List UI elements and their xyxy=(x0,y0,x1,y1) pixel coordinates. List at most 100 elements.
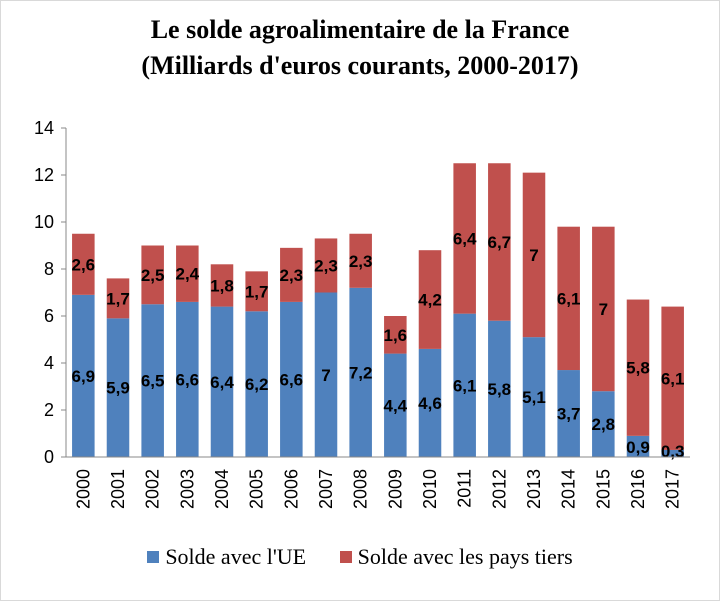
bars xyxy=(72,163,684,457)
data-label-pays-tiers: 2,3 xyxy=(349,252,373,271)
bar-pays-tiers-2001 xyxy=(106,278,130,319)
data-label-pays-tiers: 1,7 xyxy=(106,289,130,308)
data-label-pays-tiers: 2,4 xyxy=(176,265,200,284)
y-axis: 0 2 4 6 8 10 12 14 xyxy=(34,118,67,467)
y-tick-label: 0 xyxy=(44,447,54,467)
x-tick-label: 2010 xyxy=(420,469,440,509)
legend: Solde avec l'UE Solde avec les pays tier… xyxy=(0,543,720,570)
y-tick-label: 10 xyxy=(34,212,54,232)
legend-swatch-ue xyxy=(147,551,160,563)
x-axis: 2000 2001 2002 2003 2004 2005 2006 2007 2008 2009… xyxy=(66,456,690,509)
bar-ue-2011 xyxy=(453,313,476,457)
bar-ue-2015 xyxy=(592,391,615,457)
data-label-ue: 4,4 xyxy=(384,396,408,415)
bar-ue-2010 xyxy=(418,348,442,457)
data-label-ue: 5,1 xyxy=(522,388,546,407)
bar-ue-2008 xyxy=(349,287,372,457)
bar-ue-2007 xyxy=(314,292,338,457)
bar-ue-2016 xyxy=(626,435,650,457)
x-tick-label: 2014 xyxy=(559,469,579,509)
legend-label-pays-tiers: Solde avec les pays tiers xyxy=(357,544,573,569)
bar-ue-2006 xyxy=(280,301,303,457)
data-label-ue: 4,6 xyxy=(418,394,442,413)
bar-ue-2001 xyxy=(106,318,130,457)
bar-pays-tiers-2007 xyxy=(314,238,338,293)
bar-pays-tiers-2017 xyxy=(661,306,684,450)
data-label-pays-tiers: 6,1 xyxy=(661,369,685,388)
x-tick-label: 2016 xyxy=(628,469,648,509)
x-tick-label: 2008 xyxy=(351,469,371,509)
data-label-ue: 7,2 xyxy=(349,363,373,382)
data-label-pays-tiers: 1,8 xyxy=(210,276,234,295)
bar-pays-tiers-2016 xyxy=(626,299,650,436)
bar-ue-2013 xyxy=(522,337,546,457)
bar-pays-tiers-2004 xyxy=(210,264,234,307)
data-label-ue: 0,3 xyxy=(661,442,685,461)
data-label-pays-tiers: 2,3 xyxy=(314,256,338,275)
data-label-ue: 6,4 xyxy=(210,373,234,392)
bar-pays-tiers-2014 xyxy=(557,226,580,371)
data-label-pays-tiers: 7 xyxy=(599,300,608,319)
data-label-ue: 6,9 xyxy=(72,367,96,386)
data-label-ue: 5,9 xyxy=(106,379,130,398)
x-tick-label: 2002 xyxy=(143,469,163,509)
x-tick-label: 2017 xyxy=(663,469,683,509)
data-label-ue: 6,1 xyxy=(453,376,477,395)
bar-ue-2009 xyxy=(384,353,407,457)
data-label-ue: 3,7 xyxy=(557,405,581,424)
y-tick-label: 4 xyxy=(44,353,54,373)
x-tick-label: 2001 xyxy=(108,469,128,509)
bar-pays-tiers-2015 xyxy=(592,226,615,392)
chart-subtitle: (Milliards d'euros courants, 2000-2017) xyxy=(141,51,579,80)
x-tick-label: 2011 xyxy=(455,469,475,508)
bar-pays-tiers-2013 xyxy=(522,172,546,338)
data-label-ue: 0,9 xyxy=(626,438,650,457)
legend-swatch-pays-tiers xyxy=(339,551,352,563)
x-tick-label: 2015 xyxy=(593,469,613,509)
chart-title-block: Le solde agroalimentaire de la France (M… xyxy=(0,12,720,84)
x-tick-label: 2007 xyxy=(316,469,336,509)
bar-pays-tiers-2000 xyxy=(72,233,95,295)
x-tick-label: 2003 xyxy=(177,469,197,509)
x-tick-label: 2009 xyxy=(385,469,405,509)
bar-ue-2000 xyxy=(72,294,95,457)
data-label-pays-tiers: 2,3 xyxy=(280,266,304,285)
bar-pays-tiers-2009 xyxy=(384,316,407,354)
data-label-ue: 6,6 xyxy=(280,370,304,389)
data-label-pays-tiers: 6,7 xyxy=(488,233,512,252)
bar-pays-tiers-2002 xyxy=(141,245,164,305)
data-label-ue: 6,6 xyxy=(176,370,200,389)
data-label-pays-tiers: 1,7 xyxy=(245,282,269,301)
chart-title: Le solde agroalimentaire de la France xyxy=(150,15,570,44)
data-labels: 6,9 2,6 5,9 1,7 6,5 2,5 6,6 2,4 6,4 1,8 6,2 1,7 6,6 2… xyxy=(72,229,685,461)
data-label-ue: 7 xyxy=(321,366,330,385)
bar-pays-tiers-2003 xyxy=(176,245,199,302)
bar-ue-2004 xyxy=(210,306,234,457)
bar-ue-2002 xyxy=(141,304,164,457)
y-tick-label: 6 xyxy=(44,306,54,326)
data-label-pays-tiers: 6,1 xyxy=(557,289,581,308)
bar-pays-tiers-2012 xyxy=(488,163,511,321)
data-label-pays-tiers: 6,4 xyxy=(453,229,477,248)
data-label-ue: 5,8 xyxy=(488,380,512,399)
data-label-pays-tiers: 4,2 xyxy=(418,291,442,310)
bar-pays-tiers-2011 xyxy=(453,163,476,314)
bar-pays-tiers-2010 xyxy=(418,250,442,349)
data-label-pays-tiers: 2,5 xyxy=(141,266,165,285)
x-tick-label: 2013 xyxy=(524,469,544,509)
data-label-pays-tiers: 7 xyxy=(529,246,538,265)
legend-item-ue: Solde avec l'UE xyxy=(147,544,306,570)
bar-ue-2003 xyxy=(176,301,199,457)
data-label-pays-tiers: 2,6 xyxy=(72,255,96,274)
y-tick-label: 12 xyxy=(34,165,54,185)
y-tick-label: 2 xyxy=(44,400,54,420)
bar-pays-tiers-2005 xyxy=(245,271,268,312)
x-tick-label: 2000 xyxy=(73,469,93,509)
data-label-ue: 6,2 xyxy=(245,375,269,394)
data-label-pays-tiers: 1,6 xyxy=(384,326,408,345)
bar-ue-2017 xyxy=(661,449,684,457)
x-tick-label: 2005 xyxy=(247,469,267,509)
legend-label-ue: Solde avec l'UE xyxy=(165,544,307,569)
y-tick-label: 8 xyxy=(44,259,54,279)
